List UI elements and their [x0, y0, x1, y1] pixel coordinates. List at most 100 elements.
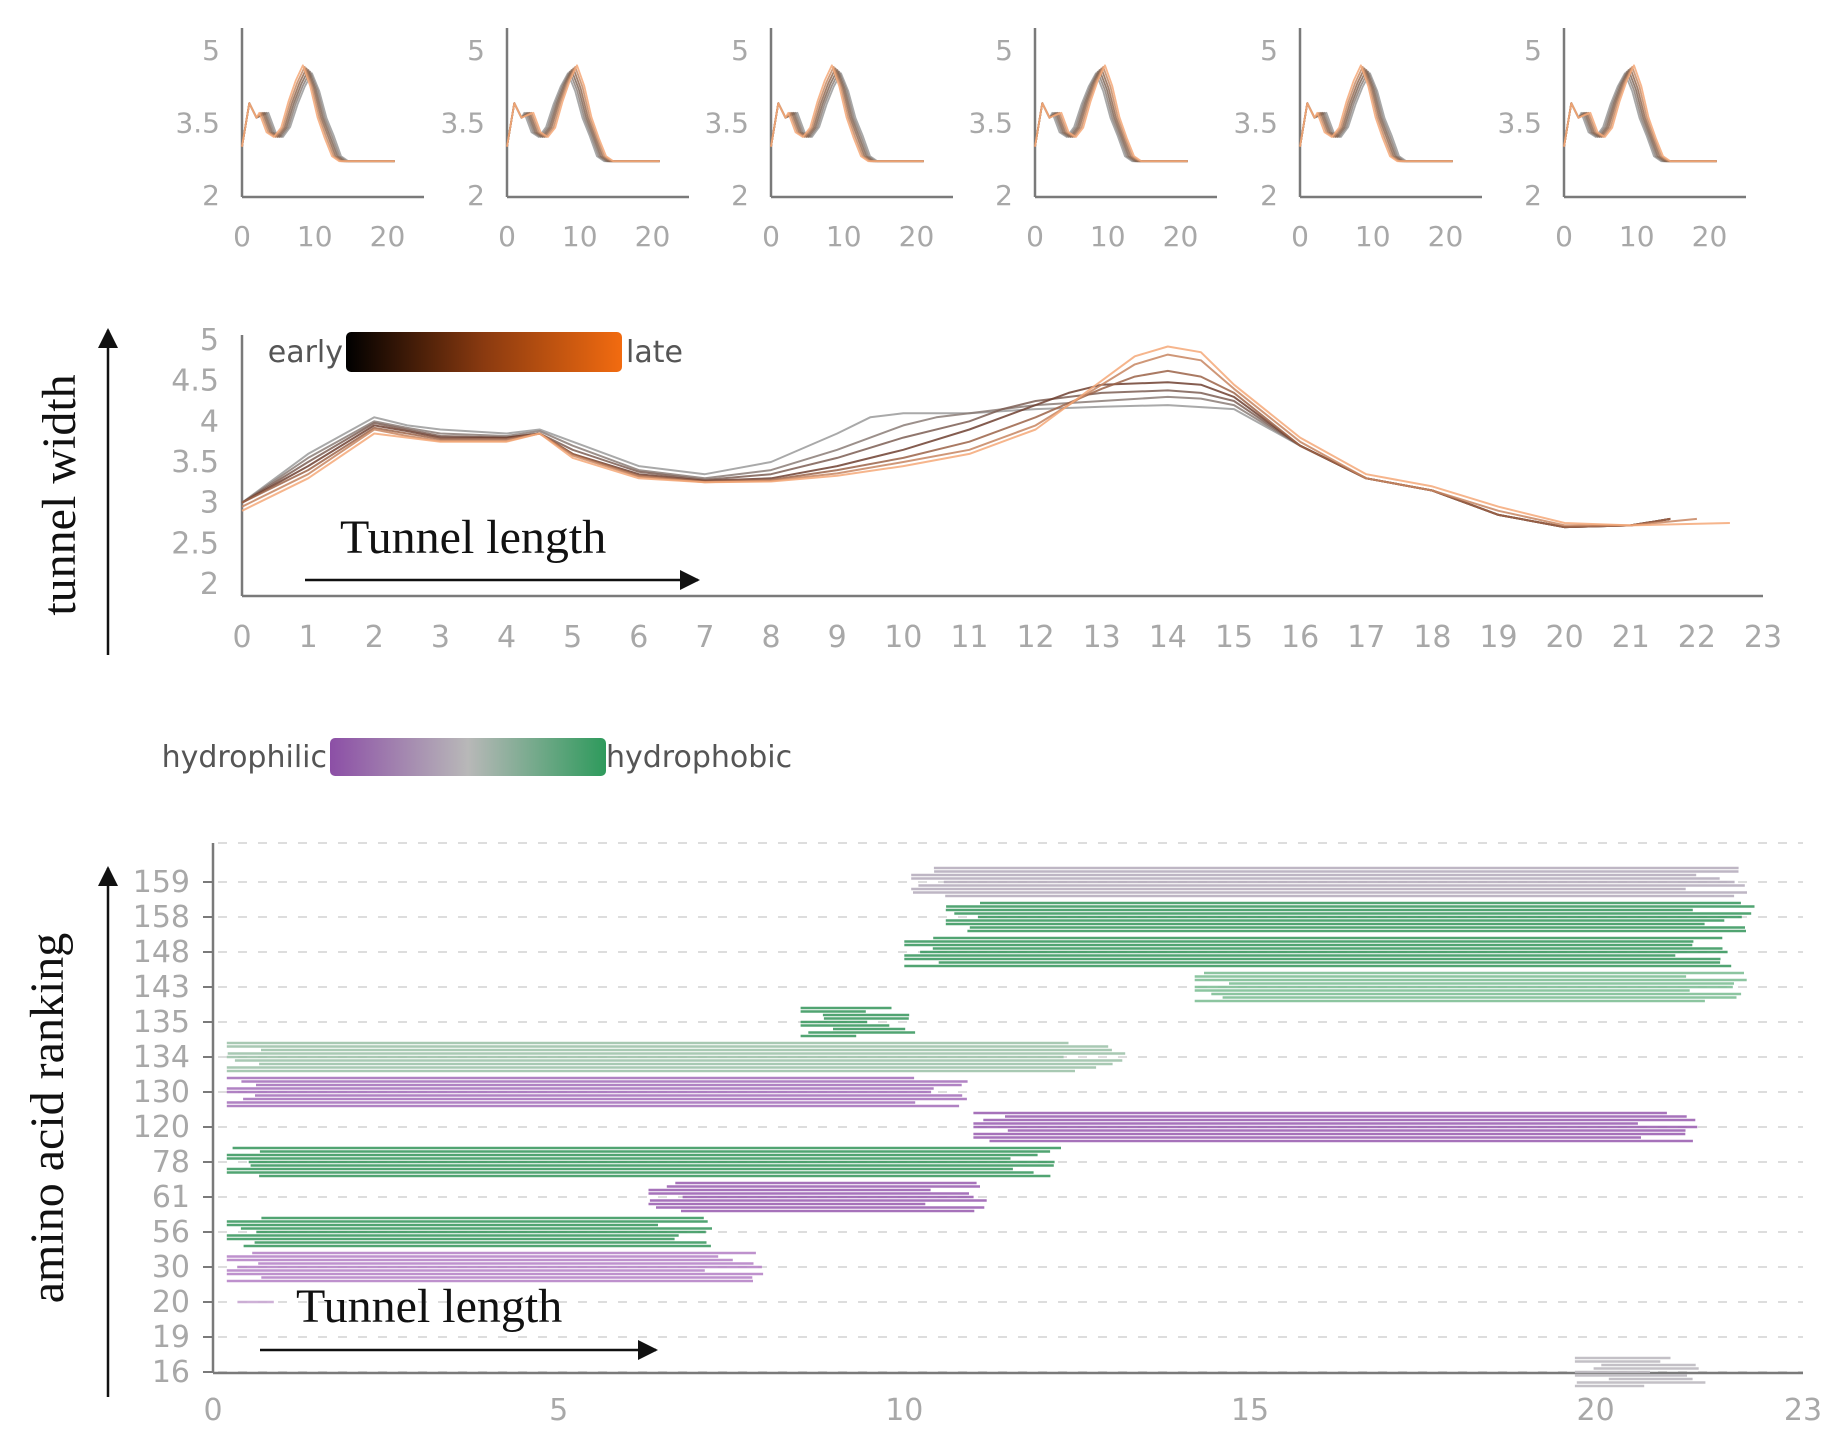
- x-tick-label: 5: [563, 620, 582, 655]
- range-bar-group: [973, 1111, 1698, 1143]
- x-tick-label: 0: [203, 1393, 222, 1428]
- panel-y-tick: 3.5: [175, 107, 220, 140]
- range-bar-group: [1194, 971, 1747, 1003]
- panel-x-tick: 10: [1619, 220, 1655, 253]
- range-bar-group: [911, 866, 1747, 898]
- panel-x-tick: 10: [1355, 220, 1391, 253]
- panel-series-line: [770, 64, 924, 163]
- time-color-legend: [346, 332, 622, 372]
- panel-series-line: [1563, 64, 1717, 163]
- y-tick-label: 78: [152, 1145, 190, 1180]
- y-axis-label-bottom: amino acid ranking: [21, 933, 74, 1304]
- panel-x-tick: 20: [635, 220, 671, 253]
- panel-x-tick: 0: [1026, 220, 1044, 253]
- panel-x-tick: 20: [1692, 220, 1728, 253]
- range-bar-group: [226, 1216, 712, 1248]
- panel-y-tick: 2: [202, 179, 220, 212]
- x-tick-label: 17: [1347, 620, 1385, 655]
- panel-y-tick: 3.5: [704, 107, 749, 140]
- y-tick-label: 19: [152, 1320, 190, 1355]
- series-line: [241, 404, 1671, 529]
- small-multiple-panel: 2 3.5 5 0 10 20: [440, 28, 689, 253]
- x-tick-label: 23: [1744, 620, 1782, 655]
- x-tick-label: 7: [695, 620, 714, 655]
- y-tick-label: 5: [200, 323, 219, 358]
- panel-y-tick: 3.5: [1233, 107, 1278, 140]
- legend-late: late: [626, 335, 683, 370]
- panel-x-tick: 0: [233, 220, 251, 253]
- hydro-color-legend: [330, 738, 606, 776]
- series-line: [241, 345, 1730, 527]
- x-tick-label: 8: [761, 620, 780, 655]
- panel-series-line: [506, 64, 660, 163]
- x-tick-label: 10: [884, 620, 922, 655]
- y-tick-label: 3: [200, 486, 219, 521]
- x-axis-label-bottom: Tunnel length: [296, 1280, 562, 1333]
- series-line: [241, 389, 1671, 529]
- range-bar-group: [226, 1076, 968, 1108]
- panel-x-tick: 0: [762, 220, 780, 253]
- panel-y-tick: 5: [995, 34, 1013, 67]
- panel-series-line: [1034, 64, 1188, 163]
- panel-y-tick: 2: [1524, 179, 1542, 212]
- y-tick-label: 2.5: [171, 526, 219, 561]
- legend-hydrophilic: hydrophilic: [162, 740, 327, 775]
- y-tick-label: 20: [152, 1285, 190, 1320]
- x-tick-label: 22: [1678, 620, 1716, 655]
- y-tick-label: 148: [133, 935, 190, 970]
- small-multiple-panel: 2 3.5 5 0 10 20: [175, 28, 424, 253]
- small-multiple-panel: 2 3.5 5 0 10 20: [1497, 28, 1746, 253]
- small-multiple-panel: 2 3.5 5 0 10 20: [1233, 28, 1482, 253]
- x-tick-label: 4: [497, 620, 516, 655]
- y-axis-label: tunnel width: [33, 374, 86, 615]
- x-tick-label: 15: [1231, 1393, 1269, 1428]
- panel-x-tick: 10: [1090, 220, 1126, 253]
- range-bar-group: [226, 1146, 1061, 1178]
- x-tick-label: 5: [549, 1393, 568, 1428]
- x-tick-label: 11: [950, 620, 988, 655]
- panel-y-tick: 5: [1260, 34, 1278, 67]
- panel-y-tick: 2: [995, 179, 1013, 212]
- x-tick-label: 6: [629, 620, 648, 655]
- x-tick-label: 18: [1413, 620, 1451, 655]
- y-tick-label: 134: [133, 1040, 190, 1075]
- panel-x-tick: 20: [899, 220, 935, 253]
- y-tick-label: 158: [133, 900, 190, 935]
- panel-x-tick: 0: [498, 220, 516, 253]
- panel-x-tick: 0: [1555, 220, 1573, 253]
- panel-y-tick: 3.5: [440, 107, 485, 140]
- panel-y-tick: 5: [731, 34, 749, 67]
- x-tick-label: 3: [431, 620, 450, 655]
- x-tick-label: 20: [1577, 1393, 1615, 1428]
- x-tick-label: 0: [232, 620, 251, 655]
- panel-y-tick: 2: [731, 179, 749, 212]
- x-tick-label: 15: [1215, 620, 1253, 655]
- y-tick-label: 159: [133, 865, 190, 900]
- y-tick-label: 56: [152, 1215, 190, 1250]
- series-line: [241, 381, 1671, 529]
- y-tick-label: 4.5: [171, 364, 219, 399]
- amino-acid-chart: hydrophilic hydrophobic amino acid ranki…: [21, 738, 1822, 1428]
- small-multiple-panel: 2 3.5 5 0 10 20: [704, 28, 953, 253]
- panel-series-line: [241, 64, 395, 163]
- legend-hydrophobic: hydrophobic: [606, 740, 792, 775]
- y-tick-label: 2: [200, 567, 219, 602]
- range-bar-group: [1574, 1356, 1706, 1388]
- x-tick-label: 14: [1149, 620, 1187, 655]
- x-tick-label: 23: [1784, 1393, 1822, 1428]
- x-tick-label: 20: [1546, 620, 1584, 655]
- x-tick-label: 2: [365, 620, 384, 655]
- series-line: [241, 369, 1671, 529]
- range-bar-group: [945, 901, 1755, 933]
- x-tick-label: 1: [299, 620, 318, 655]
- panel-x-tick: 10: [562, 220, 598, 253]
- range-bar-group: [226, 1251, 764, 1283]
- panel-y-tick: 2: [1260, 179, 1278, 212]
- y-tick-label: 16: [152, 1355, 190, 1390]
- panel-y-tick: 2: [467, 179, 485, 212]
- tunnel-width-chart: tunnel width 22.533.544.55 0 1 2 3 4 5 6 7 8 9 10 1…: [33, 323, 1782, 655]
- panel-y-tick: 5: [202, 34, 220, 67]
- panel-series-line: [1299, 64, 1453, 163]
- y-tick-label: 143: [133, 970, 190, 1005]
